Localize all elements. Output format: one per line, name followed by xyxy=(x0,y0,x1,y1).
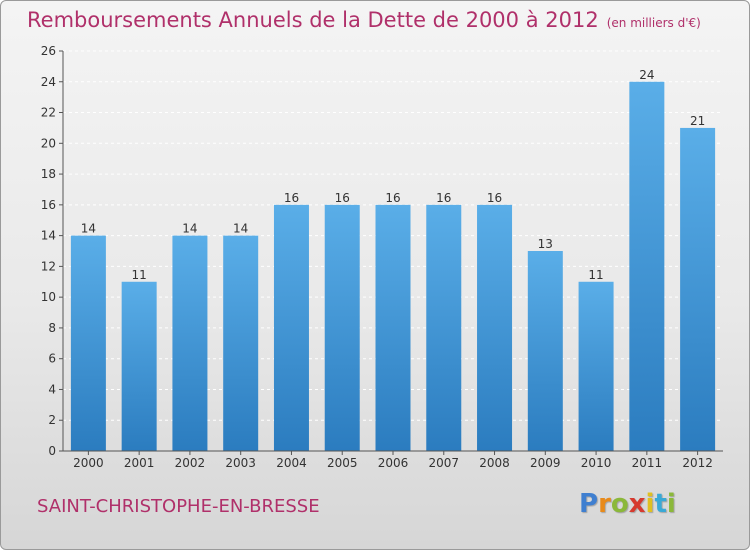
y-tick-label: 24 xyxy=(41,75,56,89)
y-tick-label: 6 xyxy=(48,352,56,366)
data-label: 11 xyxy=(588,268,603,282)
data-label: 11 xyxy=(132,268,147,282)
bar xyxy=(121,281,157,451)
bar xyxy=(578,281,614,451)
data-label: 16 xyxy=(385,191,400,205)
bars xyxy=(70,81,716,452)
x-tick-label: 2000 xyxy=(73,456,104,470)
y-tick-label: 26 xyxy=(41,44,56,58)
data-label: 16 xyxy=(284,191,299,205)
chart-subtitle: (en milliers d'€) xyxy=(606,16,701,30)
bar xyxy=(477,204,513,451)
x-tick-label: 2007 xyxy=(428,456,459,470)
x-tick-label: 2001 xyxy=(124,456,155,470)
data-label: 13 xyxy=(538,237,553,251)
city-name: SAINT-CHRISTOPHE-EN-BRESSE xyxy=(37,496,320,517)
data-label: 14 xyxy=(182,222,197,236)
bar xyxy=(273,204,309,451)
proxiti-logo: Proxiti xyxy=(579,489,676,519)
y-tick-label: 16 xyxy=(41,198,56,212)
bar xyxy=(172,235,208,451)
y-tick-label: 0 xyxy=(48,444,56,458)
bar xyxy=(426,204,462,451)
x-tick-label: 2004 xyxy=(276,456,307,470)
x-tick-label: 2009 xyxy=(530,456,561,470)
data-label: 16 xyxy=(436,191,451,205)
x-tick-label: 2008 xyxy=(479,456,510,470)
y-tick-label: 20 xyxy=(41,136,56,150)
x-tick-label: 2010 xyxy=(581,456,612,470)
data-label: 14 xyxy=(81,222,96,236)
y-tick-label: 2 xyxy=(48,413,56,427)
x-tick-label: 2011 xyxy=(632,456,663,470)
bar xyxy=(629,81,665,452)
bar xyxy=(680,127,716,451)
data-label: 14 xyxy=(233,222,248,236)
y-tick-label: 8 xyxy=(48,321,56,335)
y-tick-label: 22 xyxy=(41,106,56,120)
bar xyxy=(375,204,411,451)
bar xyxy=(223,235,259,451)
data-label: 24 xyxy=(639,68,654,82)
y-tick-label: 4 xyxy=(48,382,56,396)
y-tick-label: 12 xyxy=(41,259,56,273)
axes xyxy=(59,50,723,455)
y-tick-label: 10 xyxy=(41,290,56,304)
chart-title-text: Remboursements Annuels de la Dette de 20… xyxy=(27,8,599,32)
chart-title: Remboursements Annuels de la Dette de 20… xyxy=(27,8,701,32)
bar xyxy=(527,251,563,451)
x-tick-label: 2012 xyxy=(682,456,713,470)
x-tick-label: 2003 xyxy=(225,456,256,470)
y-tick-label: 18 xyxy=(41,167,56,181)
data-label: 16 xyxy=(335,191,350,205)
data-label: 16 xyxy=(487,191,502,205)
bar xyxy=(324,204,360,451)
labels: 0246810121416182022242614200011200114200… xyxy=(41,44,713,470)
x-tick-label: 2005 xyxy=(327,456,358,470)
x-tick-label: 2002 xyxy=(175,456,206,470)
x-tick-label: 2006 xyxy=(378,456,409,470)
data-label: 21 xyxy=(690,114,705,128)
y-tick-label: 14 xyxy=(41,229,56,243)
bar xyxy=(70,235,106,451)
